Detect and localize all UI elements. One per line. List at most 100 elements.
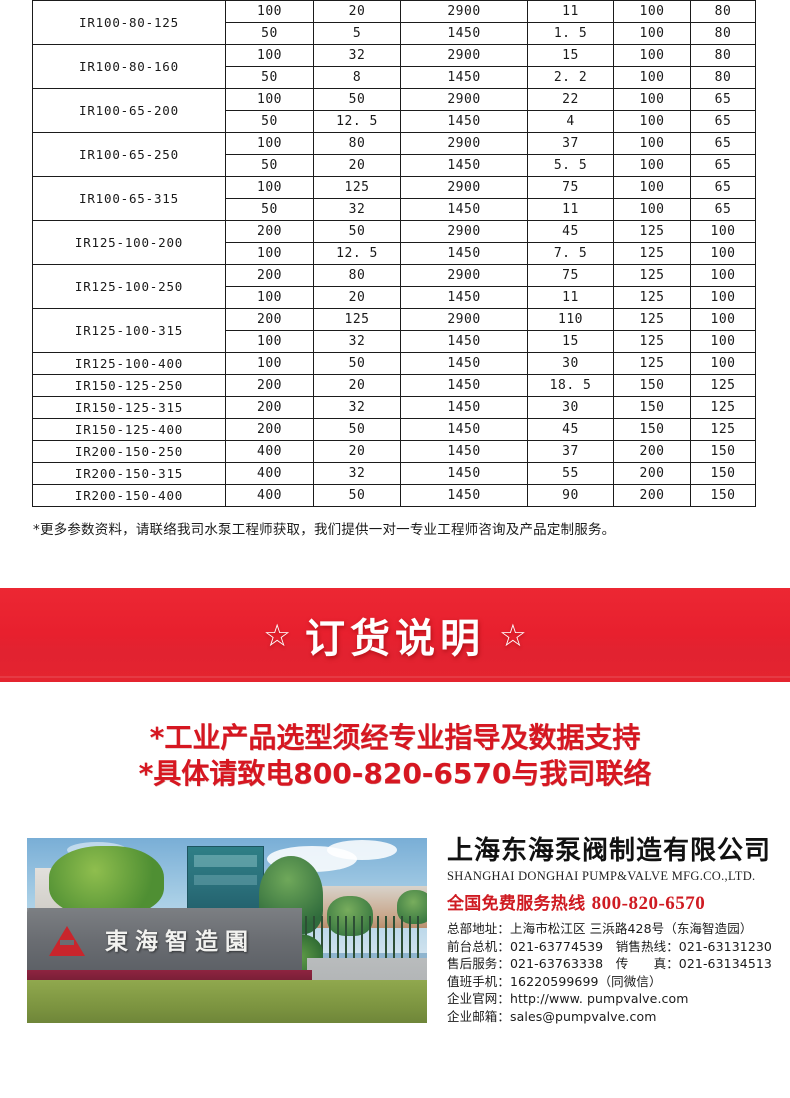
table-cell: 200: [225, 308, 314, 331]
table-cell: 65: [690, 88, 756, 111]
table-cell-model: IR150-125-250: [32, 374, 226, 397]
glass-building: [187, 846, 264, 914]
table-cell: 30: [527, 352, 614, 375]
company-info-block: 上海东海泵阀制造有限公司 SHANGHAI DONGHAI PUMP&VALVE…: [447, 836, 777, 1025]
table-row: IR150-125-250 200 20 1450 18. 5 150 125: [32, 374, 756, 397]
table-cell: 50: [313, 220, 401, 243]
table-row: IR125-100-315 200 125 2900 110 125 100: [32, 308, 756, 353]
table-cell: 80: [313, 132, 401, 155]
table-cell: 45: [527, 418, 614, 441]
table-cell: 11: [527, 198, 614, 221]
table-cell: 100: [613, 88, 691, 111]
table-cell: 7. 5: [527, 242, 614, 265]
table-cell: 2900: [400, 220, 528, 243]
headline-line-2: *具体请致电800-820-6570与我司联络: [138, 757, 652, 790]
contact-line: 前台总机：021-63774539 销售热线：021-63131230: [447, 938, 772, 954]
table-row: 50 12. 5 1450 4 100 65: [33, 110, 756, 133]
table-cell: 100: [690, 264, 756, 287]
contact-line: 值班手机：16220599699（同微信）: [447, 973, 662, 989]
contact-line: 企业官网：http://www. pumpvalve.com: [447, 991, 689, 1006]
table-cell: 1450: [400, 198, 528, 221]
table-cell: 200: [225, 220, 314, 243]
table-cell: 100: [613, 110, 691, 133]
table-cell: 100: [690, 220, 756, 243]
table-cell-model: IR100-65-315: [32, 176, 226, 221]
table-cell: 20: [313, 0, 401, 23]
headline-line-1: *工业产品选型须经专业指导及数据支持: [149, 721, 641, 754]
banner-title: 订货说明: [305, 616, 485, 662]
table-cell: 50: [225, 22, 314, 45]
table-cell: 32: [313, 44, 401, 67]
table-cell: 22: [527, 88, 614, 111]
table-cell: 150: [613, 374, 691, 397]
table-cell: 18. 5: [527, 374, 614, 397]
table-cell: 400: [225, 440, 314, 463]
hotline-number: 800-820-6570: [591, 893, 706, 914]
table-row: IR100-65-200 100 50 2900 22 100 65: [32, 88, 756, 133]
wall-text: 東海智造園: [105, 929, 255, 955]
company-entrance-photo: 東海智造園: [27, 838, 427, 1023]
table-row: IR150-125-315 200 32 1450 30 150 125: [32, 396, 756, 419]
table-row: 100 20 1450 11 125 100: [33, 286, 756, 309]
company-name-en: SHANGHAI DONGHAI PUMP&VALVE MFG.CO.,LTD.: [447, 869, 756, 883]
table-row: IR125-100-400 100 50 1450 30 125 100: [32, 352, 756, 375]
table-cell: 11: [527, 286, 614, 309]
table-cell: 20: [313, 440, 401, 463]
table-cell: 100: [690, 330, 756, 353]
hotline-row: 全国免费服务热线 800-820-6570: [447, 889, 777, 915]
table-cell: 1450: [400, 418, 528, 441]
table-cell: 90: [527, 484, 614, 507]
table-cell: 50: [313, 352, 401, 375]
table-cell: 80: [313, 264, 401, 287]
table-cell: 1. 5: [527, 22, 614, 45]
table-cell-model: IR200-150-250: [32, 440, 226, 463]
table-footnote: *更多参数资料，请联络我司水泵工程师获取，我们提供一对一专业工程师咨询及产品定制…: [33, 522, 616, 538]
table-cell: 2900: [400, 88, 528, 111]
table-cell: 2900: [400, 0, 528, 23]
table-cell: 2900: [400, 132, 528, 155]
table-row: IR200-150-250 400 20 1450 37 200 150: [32, 440, 756, 463]
table-cell: 75: [527, 264, 614, 287]
table-cell: 150: [690, 440, 756, 463]
table-cell: 4: [527, 110, 614, 133]
contact-line: 企业邮箱：sales@pumpvalve.com: [447, 1008, 657, 1024]
donghai-logo-icon: [49, 922, 85, 958]
table-cell: 125: [313, 308, 401, 331]
table-cell: 11: [527, 0, 614, 23]
headline-group: *工业产品选型须经专业指导及数据支持 *具体请致电800-820-6570与我司…: [0, 720, 790, 792]
table-cell: 400: [225, 484, 314, 507]
table-cell-model: IR150-125-400: [32, 418, 226, 441]
table-cell: 125: [313, 176, 401, 199]
table-cell: 100: [613, 154, 691, 177]
table-cell: 400: [225, 462, 314, 485]
table-cell: 200: [613, 484, 691, 507]
table-cell: 50: [225, 198, 314, 221]
table-cell: 100: [690, 352, 756, 375]
table-row: IR100-65-250 100 80 2900 37 100 65: [32, 132, 756, 177]
table-row: IR125-100-200 200 50 2900 45 125 100: [32, 220, 756, 265]
table-cell: 37: [527, 132, 614, 155]
table-cell: 100: [225, 44, 314, 67]
table-cell: 50: [313, 88, 401, 111]
table-cell: 150: [690, 484, 756, 507]
table-cell: 100: [613, 176, 691, 199]
table-cell: 200: [225, 396, 314, 419]
table-row: IR200-150-315 400 32 1450 55 200 150: [32, 462, 756, 485]
table-cell: 1450: [400, 110, 528, 133]
table-cell-model: IR100-65-200: [32, 88, 226, 133]
table-cell: 1450: [400, 440, 528, 463]
table-cell: 125: [613, 330, 691, 353]
star-left-icon: ☆: [263, 617, 291, 653]
table-cell: 200: [613, 462, 691, 485]
table-cell: 200: [225, 374, 314, 397]
table-cell: 1450: [400, 462, 528, 485]
table-cell: 2. 2: [527, 66, 614, 89]
table-cell: 100: [225, 0, 314, 23]
table-cell: 65: [690, 176, 756, 199]
company-name-cn: 上海东海泵阀制造有限公司: [447, 836, 772, 866]
table-cell-model: IR125-100-200: [32, 220, 226, 265]
table-cell: 100: [225, 330, 314, 353]
table-cell: 75: [527, 176, 614, 199]
